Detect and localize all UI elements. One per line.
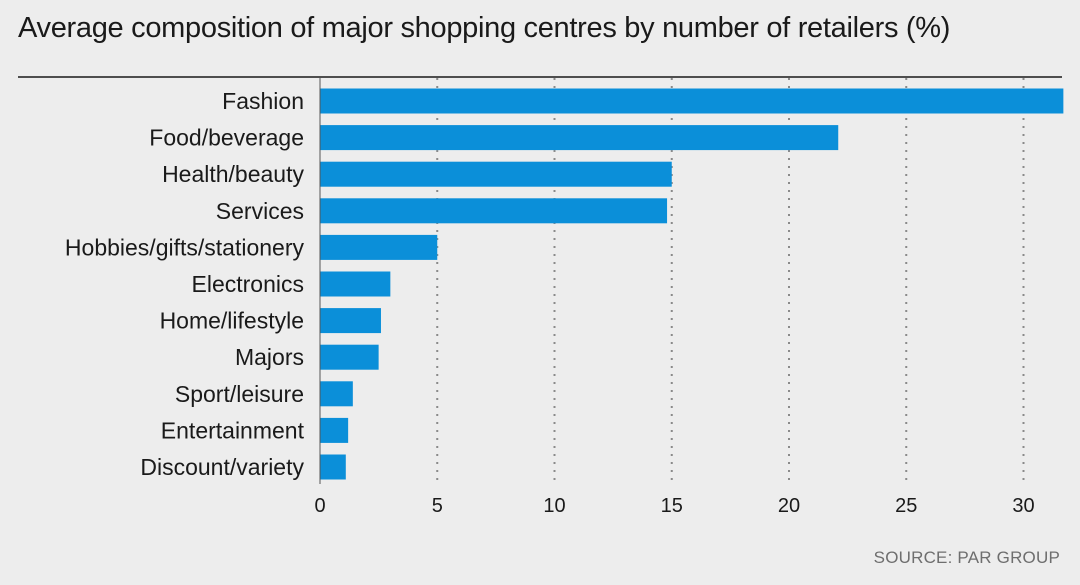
- bar-food-beverage: [320, 125, 839, 151]
- category-label-majors: Majors: [235, 344, 304, 370]
- bar-discount-variety: [320, 454, 346, 480]
- x-tick-label-0: 0: [314, 495, 325, 517]
- x-tick-label-5: 5: [432, 495, 443, 517]
- bar-home-lifestyle: [320, 308, 381, 334]
- category-label-home-lifestyle: Home/lifestyle: [160, 308, 304, 334]
- bar-hobbies-gifts-stationery: [320, 234, 438, 260]
- bar-electronics: [320, 271, 391, 297]
- bar-services: [320, 198, 668, 224]
- bar-sport-leisure: [320, 381, 353, 407]
- bar-health-beauty: [320, 161, 672, 187]
- x-tick-label-25: 25: [895, 495, 917, 517]
- category-label-fashion: Fashion: [222, 88, 304, 114]
- category-label-entertainment: Entertainment: [161, 417, 305, 443]
- category-labels: Fashion Food/beverage Health/beauty Service…: [65, 88, 305, 480]
- x-tick-label-10: 10: [543, 495, 565, 517]
- bar-majors: [320, 344, 379, 370]
- category-label-health-beauty: Health/beauty: [162, 161, 304, 187]
- category-label-food-beverage: Food/beverage: [149, 125, 304, 151]
- bar-fashion: [320, 88, 1064, 114]
- category-label-sport-leisure: Sport/leisure: [175, 381, 304, 407]
- bar-chart: Fashion Food/beverage Health/beauty Service…: [18, 76, 1064, 517]
- x-tick-label-30: 30: [1012, 495, 1034, 517]
- category-label-hobbies-gifts-stationery: Hobbies/gifts/stationery: [65, 234, 305, 260]
- x-tick-label-15: 15: [661, 495, 683, 517]
- category-label-discount-variety: Discount/variety: [140, 454, 304, 480]
- chart-title: Average composition of major shopping ce…: [18, 12, 951, 44]
- category-label-electronics: Electronics: [192, 271, 304, 297]
- source-note: SOURCE: PAR GROUP: [873, 548, 1060, 567]
- category-label-services: Services: [216, 198, 304, 224]
- bars: [320, 88, 1064, 480]
- bar-entertainment: [320, 417, 349, 443]
- x-tick-label-20: 20: [778, 495, 800, 517]
- x-tick-labels: 0 5 10 15 20 25 30: [314, 495, 1034, 517]
